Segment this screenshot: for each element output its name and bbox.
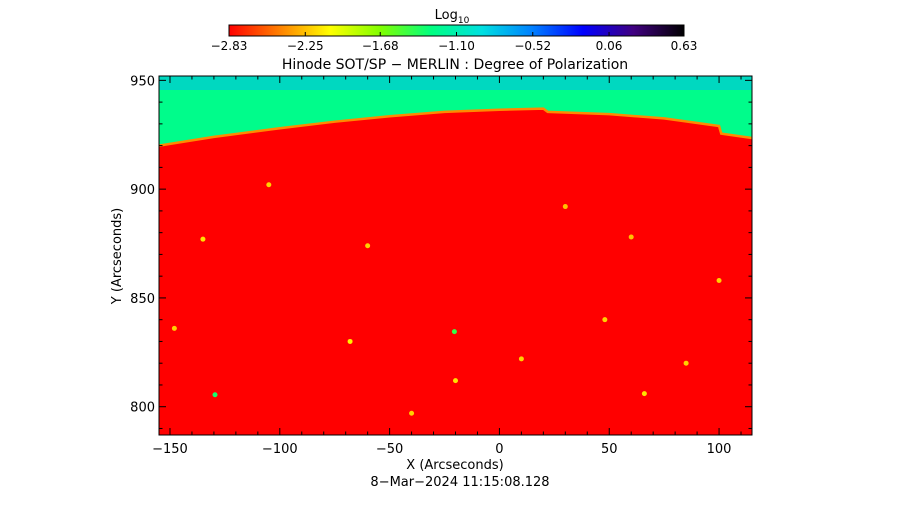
x-tick-label: 0 (495, 442, 503, 457)
y-tick-label: 850 (130, 292, 155, 307)
x-tick-label: −150 (152, 442, 188, 457)
plot-background (159, 76, 752, 435)
x-tick-label: 50 (601, 442, 618, 457)
polarization-feature (365, 243, 371, 249)
polarization-feature (641, 391, 647, 397)
colorbar-tick-label: −2.25 (287, 39, 324, 53)
polarization-feature (562, 204, 568, 210)
polarization-feature (518, 356, 524, 362)
colorbar-tick-label: −1.68 (362, 39, 399, 53)
polarization-feature (453, 378, 458, 384)
colorbar-tick-label: −2.83 (211, 39, 248, 53)
chart-title: Hinode SOT/SP − MERLIN : Degree of Polar… (282, 57, 628, 73)
polarization-feature (683, 360, 689, 366)
polarization-feature (212, 392, 218, 398)
polarization-feature (266, 182, 272, 188)
y-tick-label: 800 (130, 401, 155, 416)
y-tick-label: 950 (130, 74, 155, 89)
off-disk-top-region (159, 76, 752, 90)
y-axis-label: Y (Arcseconds) (110, 208, 125, 305)
polarization-feature (200, 236, 206, 242)
polarization-feature (628, 234, 634, 240)
polarization-feature (347, 338, 353, 344)
colorbar-ticks: −2.83 −2.25 −1.68 −1.10 −0.52 0.06 0.63 (211, 32, 698, 53)
colorbar-tick-label: 0.06 (596, 39, 623, 53)
timestamp: 8−Mar−2024 11:15:08.128 (370, 475, 549, 490)
y-tick-label: 900 (130, 183, 155, 198)
colorbar-tick-label: 0.63 (671, 39, 698, 53)
polarization-features (171, 182, 722, 416)
solar-limb (159, 107, 752, 147)
polarization-feature (716, 278, 722, 284)
x-axis-label: X (Arcseconds) (406, 458, 503, 473)
colorbar-tick-label: −0.52 (514, 39, 551, 53)
polarization-feature (409, 410, 415, 416)
colorbar-label: Log10 (435, 8, 470, 26)
polarization-feature (171, 325, 177, 331)
x-tick-label: 100 (707, 442, 732, 457)
polarization-feature (602, 317, 608, 323)
colorbar-tick-label: −1.10 (438, 39, 475, 53)
colorbar: Log10 −2.83 −2.25 −1.68 −1.10 −0.52 0.06 0.63 (211, 8, 698, 53)
y-axis: 800 850 900 950 (130, 74, 752, 429)
colorbar-label-subscript: 10 (458, 16, 470, 26)
x-axis: −150 −100 −50 0 50 100 (152, 76, 742, 457)
heatmap-plot (159, 76, 752, 435)
x-tick-label: −50 (376, 442, 403, 457)
polarization-feature (451, 329, 457, 335)
x-tick-label: −100 (262, 442, 298, 457)
